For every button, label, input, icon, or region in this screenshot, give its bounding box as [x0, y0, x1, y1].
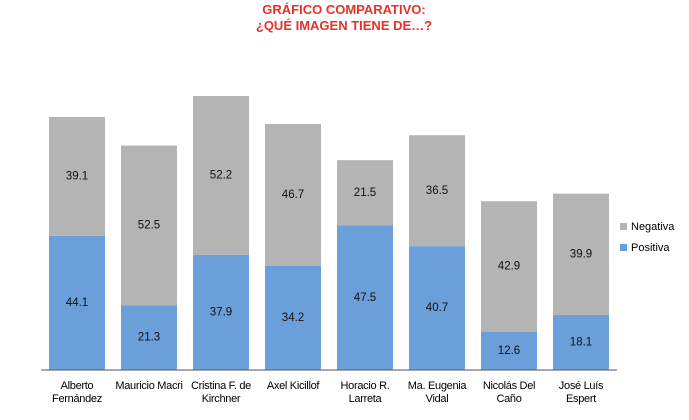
x-tick-label: Alberto Fernández [52, 380, 102, 405]
bar-segment [337, 160, 393, 226]
x-tick-label: Nicolás Del Caño [482, 380, 536, 405]
value-label: 44.1 [66, 297, 88, 309]
value-label: 46.7 [282, 189, 304, 201]
x-tick-label: Ma. Eugenia Vidal [407, 380, 467, 405]
legend-entry: Positiva [620, 242, 670, 254]
x-tick-label: Cristina F. de Kirchner [191, 380, 251, 405]
bar-segment [409, 246, 465, 370]
value-label: 34.2 [282, 312, 304, 324]
legend-entry: Negativa [620, 221, 674, 233]
value-label: 47.5 [354, 292, 376, 304]
chart-title: GRÁFICO COMPARATIVO: ¿QUÉ IMAGEN TIENE D… [255, 2, 433, 33]
bar-segment [337, 225, 393, 370]
x-tick-label: Axel Kicillof [266, 380, 320, 392]
bar-segment [553, 193, 609, 315]
value-label: 42.9 [498, 260, 520, 272]
legend-swatch [620, 244, 627, 251]
bar-segment [553, 314, 609, 370]
x-tick-label: José Luís Espert [558, 380, 604, 405]
value-label: 37.9 [210, 306, 232, 318]
value-label: 39.9 [570, 248, 592, 260]
value-label: 52.2 [210, 169, 232, 181]
bar-segment [121, 305, 177, 370]
value-label: 36.5 [426, 185, 448, 197]
bar-segment [265, 265, 321, 370]
value-label: 21.5 [354, 187, 376, 199]
value-label: 21.3 [138, 332, 160, 344]
bar-segment [49, 116, 105, 236]
value-label: 39.1 [66, 170, 88, 182]
value-label: 18.1 [570, 337, 592, 349]
value-label: 40.7 [426, 302, 448, 314]
value-label: 52.5 [138, 219, 160, 231]
bar-segment [193, 254, 249, 370]
legend-label: Positiva [631, 242, 670, 254]
bar-segment [265, 123, 321, 266]
bar-segment [481, 201, 537, 332]
bar-segment [49, 235, 105, 370]
bar-segment [409, 135, 465, 247]
value-label: 12.6 [498, 345, 520, 357]
legend-label: Negativa [631, 221, 675, 233]
bar-segment [121, 145, 177, 306]
bar-segment [193, 96, 249, 255]
x-tick-label: Horacio R. Larreta [340, 380, 390, 405]
legend-swatch [620, 223, 627, 230]
bar-segment [481, 331, 537, 370]
x-tick-label: Mauricio Macri [115, 380, 183, 392]
